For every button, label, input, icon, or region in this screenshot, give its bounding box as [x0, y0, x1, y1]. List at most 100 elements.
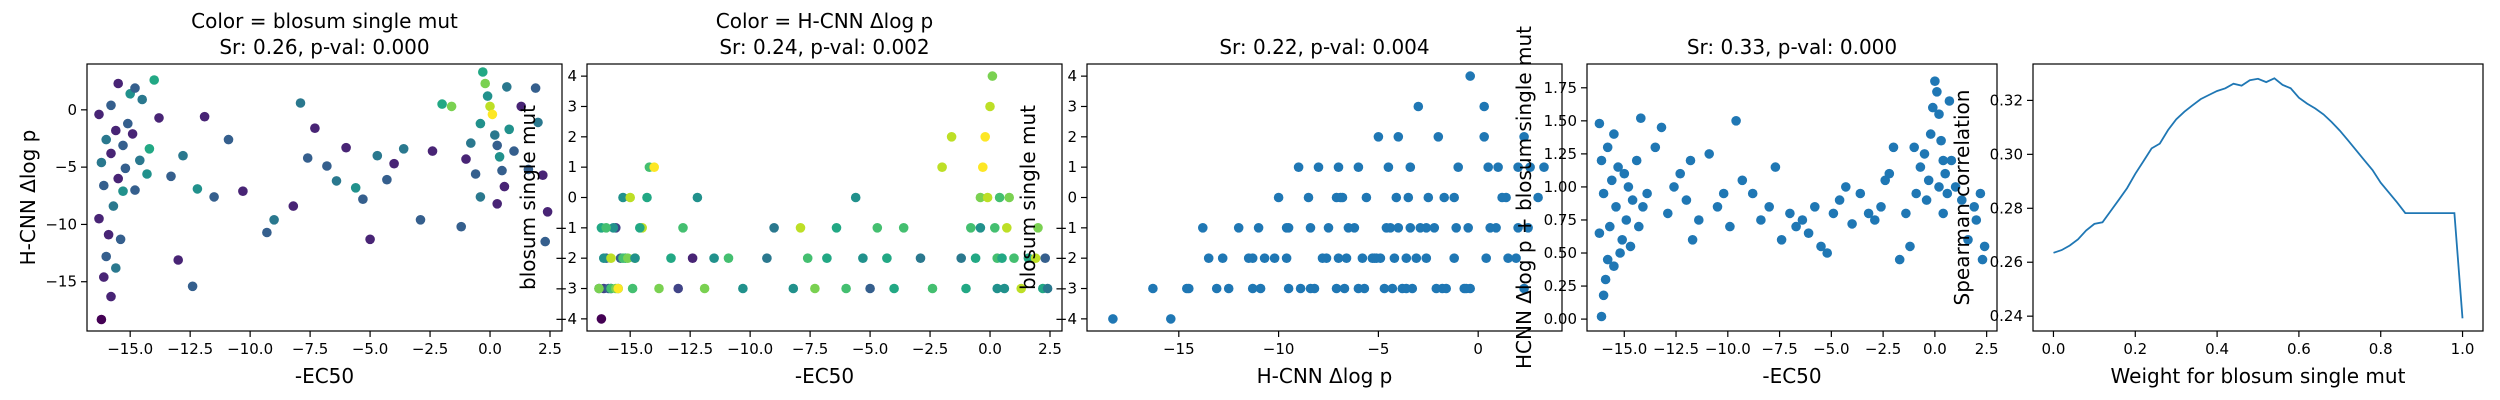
scatter-point: [978, 162, 988, 172]
scatter-point: [635, 223, 645, 233]
chart-panel-4: Sr: 0.33, p-val: 0.000 −15.0 −12.5 −10.0 −7.…: [1512, 26, 1999, 388]
scatter-point: [1184, 283, 1194, 294]
scatter-point: [1217, 253, 1228, 263]
scatter-point: [1930, 76, 1940, 86]
x-tick-label: −5: [1367, 340, 1389, 358]
scatter-point: [1718, 188, 1729, 199]
scatter-point: [485, 101, 495, 112]
scatter-point: [494, 152, 505, 162]
scatter-point: [1594, 228, 1605, 238]
scatter-point: [1331, 283, 1342, 294]
y-tick-label: 0.26: [1990, 253, 2023, 271]
scatter-point: [111, 125, 121, 136]
scatter-point: [975, 192, 986, 203]
scatter-point: [533, 117, 543, 128]
scatter-point: [687, 253, 698, 263]
scatter-point: [1617, 235, 1627, 245]
scatter-point: [1944, 96, 1955, 106]
scatter-point: [666, 253, 676, 263]
scatter-point: [1359, 283, 1370, 294]
scatter-point: [1281, 253, 1292, 263]
scatter-point: [1461, 283, 1471, 294]
x-tick-label: 1.0: [2451, 340, 2475, 358]
scatter-point: [1936, 135, 1946, 146]
scatter-point: [113, 173, 123, 184]
scatter-point: [1511, 253, 1521, 263]
scatter-point: [1942, 188, 1953, 199]
scatter-point: [1243, 253, 1254, 263]
scatter-point: [850, 192, 861, 203]
scatter-point: [137, 94, 147, 105]
scatter-point: [113, 78, 123, 89]
scatter-point: [966, 223, 976, 233]
scatter-point: [1385, 223, 1396, 233]
scatter-point: [1940, 168, 1950, 179]
scatter-point: [1934, 109, 1944, 119]
x-tick-label: −12.5: [667, 340, 713, 358]
scatter-point: [1303, 192, 1314, 203]
scatter-point: [492, 199, 503, 209]
scatter-point: [599, 253, 609, 263]
scatter-point: [1969, 202, 1979, 212]
scatter-point: [1685, 155, 1696, 166]
scatter-point: [1451, 223, 1461, 233]
x-tick-label: −12.5: [1653, 340, 1699, 358]
x-tick-label: −5.0: [852, 340, 888, 358]
x-tick-label: −2.5: [412, 340, 448, 358]
scatter-point: [1255, 283, 1266, 294]
scatter-point: [1383, 162, 1394, 172]
scatter-point: [382, 174, 392, 185]
scatter-point: [492, 140, 503, 151]
x-tick-label: 0.6: [2287, 340, 2311, 358]
scatter-point: [94, 109, 104, 120]
scatter-point: [1525, 162, 1535, 172]
scatter-point: [1785, 208, 1795, 219]
scatter-point: [1343, 223, 1354, 233]
y-tick-label: −2: [555, 249, 577, 267]
scatter-point: [341, 142, 351, 153]
scatter-point: [101, 251, 111, 262]
scatter-point: [1797, 215, 1808, 225]
scatter-point: [627, 283, 638, 294]
scatter-point: [1681, 195, 1692, 205]
correlation-line: [2053, 77, 2464, 319]
y-tick-label: 3: [567, 97, 577, 115]
scatter-point: [127, 129, 138, 139]
scatter-point: [1803, 228, 1814, 238]
x-tick-label: 2.5: [1038, 340, 1062, 358]
scatter-point: [108, 201, 119, 211]
scatter-point: [1625, 241, 1636, 252]
scatter-point: [130, 185, 140, 195]
scatter-point: [970, 253, 981, 263]
scatter-point: [1493, 162, 1503, 172]
x-axis-label: -EC50: [295, 364, 354, 388]
scatter-point: [1594, 118, 1605, 129]
x-tick-label: −15.0: [1601, 340, 1647, 358]
scatter-point: [889, 283, 899, 294]
scatter-point: [1166, 314, 1176, 324]
scatter-point: [810, 283, 820, 294]
y-tick-label: 1.00: [1544, 178, 1577, 196]
scatter-point: [769, 223, 779, 233]
scatter-point: [872, 223, 883, 233]
scatter-point: [504, 124, 514, 135]
scatter-point: [1694, 215, 1704, 225]
scatter-point: [499, 181, 510, 192]
scatter-point: [596, 314, 607, 324]
scatter-point: [1247, 283, 1258, 294]
scatter-point: [1387, 283, 1398, 294]
scatter-point: [1650, 142, 1661, 153]
scatter-point: [187, 281, 198, 292]
scatter-point: [1030, 253, 1041, 263]
scatter-point: [1613, 162, 1623, 172]
x-tick-label: 0.0: [1923, 340, 1947, 358]
scatter-point: [1465, 71, 1475, 81]
scatter-point: [946, 132, 957, 142]
scatter-point: [649, 162, 659, 172]
scatter-point: [1901, 208, 1911, 219]
scatter-point: [1915, 162, 1926, 172]
scatter-point: [642, 192, 652, 203]
scatter-point: [1607, 175, 1617, 186]
scatter-point: [1503, 253, 1513, 263]
scatter-point: [542, 207, 553, 217]
